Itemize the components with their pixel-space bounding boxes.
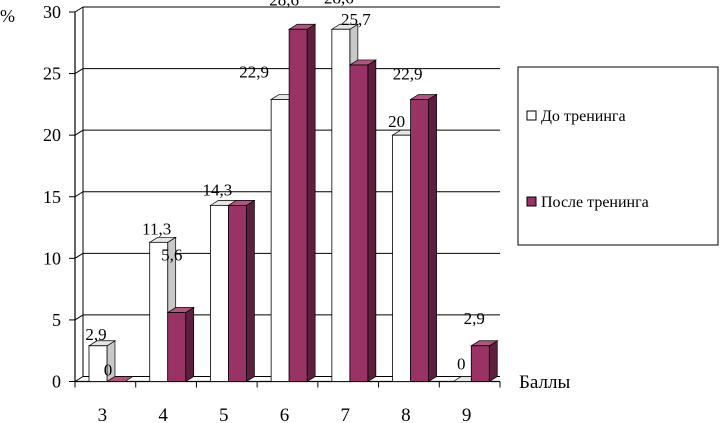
- gridline-depth: [74, 191, 84, 198]
- legend-swatch-after: [526, 196, 537, 207]
- y-tick-label: 25: [43, 64, 61, 84]
- data-label-before: 20: [388, 112, 405, 131]
- y-tick-label: 30: [43, 2, 61, 22]
- x-tick-label: 3: [98, 405, 108, 423]
- y-tick-label: 5: [52, 310, 61, 330]
- bar-front: [331, 28, 351, 382]
- bar-after: [409, 93, 438, 383]
- bar-front: [410, 99, 429, 382]
- gridline-depth: [74, 6, 84, 13]
- gridline-depth: [74, 314, 84, 321]
- bar-after: [227, 199, 256, 383]
- bar-side: [367, 59, 377, 383]
- data-labels: 2,9 0 11,3 5,6 14,3 22,9 28,6 28,6 25,7 20 22,9 0 2,…: [85, 0, 485, 380]
- bar-after: [105, 376, 135, 382]
- x-tick-label: 5: [219, 405, 229, 423]
- legend-label-after: После тренинга: [541, 194, 649, 211]
- data-label-after: 0: [104, 361, 113, 380]
- bar-side: [306, 23, 316, 383]
- x-tick-label: 7: [340, 405, 350, 423]
- gridline-depth: [74, 68, 84, 75]
- bar-before: [87, 340, 117, 383]
- y-tick-label: 15: [43, 187, 61, 207]
- data-label-before: 11,3: [142, 219, 171, 238]
- bar-front: [210, 204, 229, 382]
- bar-front: [349, 64, 369, 382]
- x-tick-label: 8: [401, 405, 411, 423]
- floor-depth-edge: [74, 376, 84, 382]
- legend: До тренинга После тренинга: [517, 66, 719, 246]
- bar-after: [166, 306, 195, 383]
- bar-after: [348, 59, 378, 383]
- bars: [87, 23, 499, 383]
- data-label-before: 22,9: [239, 62, 269, 81]
- bar-after: [287, 23, 317, 383]
- bar-flat: [105, 376, 135, 382]
- data-label-before: 2,9: [85, 325, 106, 344]
- bar-side: [488, 340, 498, 383]
- bar-front: [470, 345, 490, 382]
- bar-after: [470, 340, 499, 383]
- bar-front: [167, 312, 187, 382]
- x-tick-label: 9: [462, 405, 472, 423]
- y-axis-unit-label: %: [0, 6, 15, 26]
- bar-front: [228, 204, 247, 382]
- data-label-after: 2,9: [464, 309, 485, 328]
- data-label-after: 5,6: [161, 246, 182, 265]
- legend-swatch-before: [526, 110, 537, 121]
- data-label-after: 22,9: [393, 64, 423, 83]
- data-label-before: 0: [457, 355, 466, 374]
- x-tick-label: 6: [280, 405, 290, 423]
- data-label-before: 28,6: [324, 0, 354, 7]
- bar-front: [288, 28, 308, 382]
- gridline-depth: [74, 252, 84, 259]
- x-tick-label: 4: [158, 405, 168, 423]
- legend-label-before: До тренинга: [541, 108, 626, 125]
- y-tick-label: 20: [43, 125, 61, 145]
- gridline-depth: [74, 129, 84, 136]
- bar-front: [270, 99, 290, 382]
- bar-side: [246, 199, 255, 383]
- legend-box: [517, 66, 719, 246]
- y-tick-label: 0: [52, 372, 61, 392]
- y-tick-label: 10: [43, 248, 61, 268]
- x-axis-title: Баллы: [519, 372, 570, 393]
- bar-side: [185, 306, 195, 383]
- bar-front: [88, 345, 108, 382]
- bar-side: [428, 93, 437, 383]
- bar-front: [392, 134, 411, 382]
- data-label-before: 14,3: [203, 180, 233, 199]
- data-label-after: 25,7: [341, 10, 371, 29]
- bar-front: [149, 241, 169, 382]
- data-label-after: 28,6: [269, 0, 299, 9]
